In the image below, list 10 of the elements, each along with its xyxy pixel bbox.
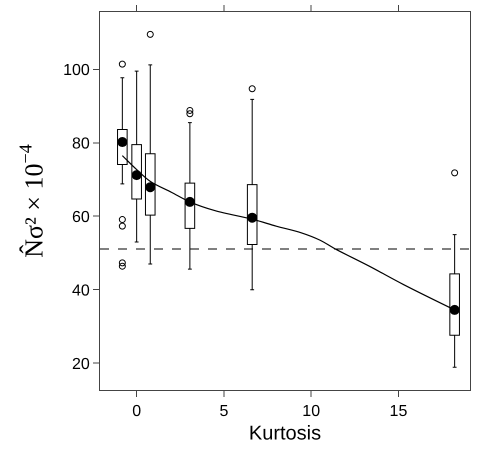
y-tick-label: 100 [63, 62, 90, 79]
x-axis-title: Kurtosis [248, 422, 322, 445]
y-tick-label: 40 [72, 282, 90, 300]
x-tick-label: 10 [302, 403, 320, 420]
y-tick-label: 60 [72, 208, 90, 226]
y-tick-label: 80 [72, 135, 90, 152]
x-tick-label: 15 [390, 403, 408, 420]
x-tick-label: 5 [219, 403, 228, 420]
x-tick-label: 0 [132, 403, 142, 420]
y-tick-label: 20 [72, 356, 90, 373]
